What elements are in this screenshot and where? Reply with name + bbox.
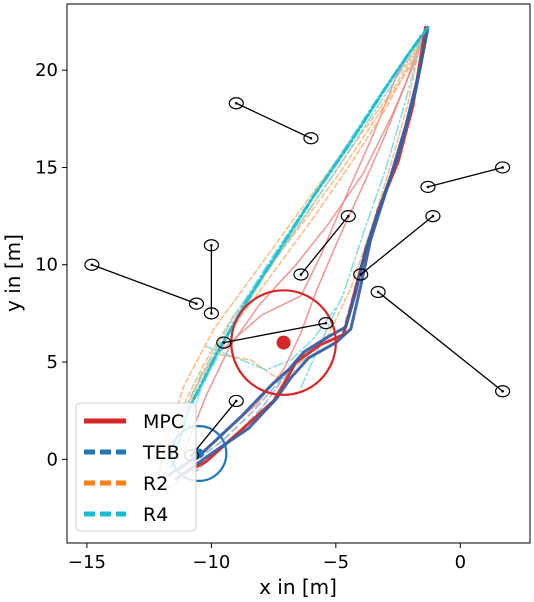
legend-label-r4: R4 (143, 504, 168, 526)
obstacle-start-marker-center (359, 273, 362, 276)
x-tick-label: −10 (192, 552, 230, 573)
robot-start-dot (277, 336, 291, 350)
legend-label-teb: TEB (142, 442, 180, 464)
obstacle-start-marker-center (91, 263, 94, 266)
y-axis-ticks: 0 5 10 15 20 (35, 60, 67, 470)
obstacle-end-marker-center (210, 312, 213, 315)
x-tick-label: −15 (68, 552, 106, 573)
y-tick-label: 15 (35, 157, 58, 178)
obstacle-start-marker-center (427, 186, 430, 189)
y-axis-label: y in [m] (1, 234, 25, 312)
obstacle-start-marker-center (377, 291, 380, 294)
obstacle-end-marker-center (325, 322, 328, 325)
legend: MPC TEB R2 R4 (76, 403, 196, 531)
obstacle-start-marker-center (210, 244, 213, 247)
x-tick-label: −5 (323, 552, 350, 573)
obstacle-start-marker-center (223, 341, 226, 344)
obstacle-start-marker-center (300, 273, 303, 276)
y-tick-label: 0 (47, 449, 58, 470)
obstacle-end-marker-center (347, 215, 350, 218)
x-axis-ticks: −15 −10 −5 0 (68, 543, 466, 573)
obstacle-end-marker-center (432, 215, 435, 218)
x-tick-label: 0 (455, 552, 466, 573)
obstacle-end-marker-center (310, 137, 313, 140)
legend-label-r2: R2 (143, 473, 168, 495)
legend-label-mpc: MPC (143, 411, 184, 433)
y-tick-label: 10 (35, 255, 58, 276)
obstacle-end-marker-center (501, 390, 504, 393)
obstacle-start-marker-center (235, 102, 238, 105)
obstacle-end-marker-center (195, 302, 198, 305)
x-axis-label: x in [m] (259, 575, 337, 599)
obstacle-end-marker-center (501, 166, 504, 169)
y-tick-label: 5 (47, 352, 58, 373)
obstacle-end-marker-center (235, 400, 238, 403)
y-tick-label: 20 (35, 60, 58, 81)
